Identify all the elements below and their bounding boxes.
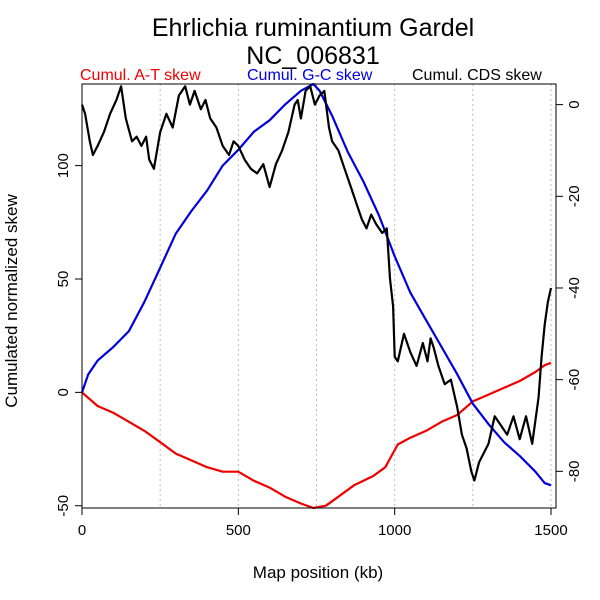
- chart-title: Ehrlichia ruminantium Gardel: [152, 14, 474, 42]
- y-tick-label: 50: [55, 271, 72, 288]
- y2-tick-label: -60: [566, 369, 583, 391]
- y-tick-label: 100: [55, 153, 72, 178]
- chart-subtitle: NC_006831: [246, 42, 379, 70]
- y-axis-label: Cumulated normalized skew: [2, 194, 21, 408]
- gc-skew-line: [80, 82, 552, 487]
- plot-frame: [81, 83, 557, 509]
- series-lines: [80, 82, 553, 510]
- x-tick-label: 500: [226, 522, 251, 539]
- legend-at-label: Cumul. A-T skew: [80, 67, 201, 84]
- x-tick-label: 1500: [534, 522, 567, 539]
- cds-skew-line: [80, 85, 553, 482]
- x-tick-label: 1000: [378, 522, 411, 539]
- y2-tick-label: 0: [566, 100, 583, 108]
- legend-cds-label: Cumul. CDS skew: [412, 67, 542, 84]
- y2-tick-label: -20: [566, 185, 583, 207]
- y2-tick-label: -80: [566, 460, 583, 482]
- vertical-gridlines: [81, 84, 552, 508]
- y-axis-right: 0 -20 -40 -60 -80: [556, 100, 583, 482]
- x-axis-label: Map position (kb): [253, 563, 383, 582]
- legend-gc-label: Cumul. G-C skew: [247, 67, 373, 84]
- x-tick-label: 0: [78, 522, 86, 539]
- y-axis-left: -50 0 50 100: [55, 153, 82, 517]
- at-skew-line: [81, 361, 552, 510]
- x-axis: 0 500 1000 1500: [78, 508, 568, 539]
- y2-tick-label: -40: [566, 277, 583, 299]
- y-tick-label: 0: [55, 388, 72, 396]
- y-tick-label: -50: [55, 495, 72, 517]
